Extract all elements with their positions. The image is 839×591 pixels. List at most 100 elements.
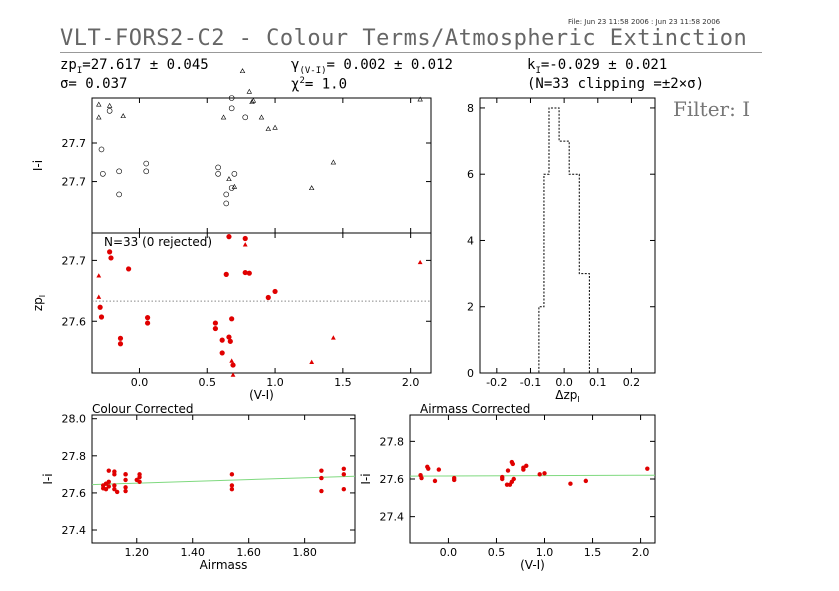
colour-dot-point (505, 468, 511, 473)
hist-xtick-label: 0.1 (589, 376, 607, 389)
hist-xlabel: ΔzpI (555, 388, 579, 404)
top-triangle-point (308, 185, 315, 191)
airmass-dot-point (341, 487, 347, 492)
airmass-fit-line (91, 475, 356, 486)
top-circle-point (106, 108, 113, 114)
airmass-dot-point (123, 485, 128, 490)
top-triangle-point (239, 68, 246, 74)
hist-ytick-label: 2 (467, 301, 474, 314)
airmass-dot-point (319, 468, 324, 473)
main-dot-point (272, 288, 278, 295)
top-triangle-point (330, 159, 337, 165)
colour-frame (409, 414, 656, 544)
main-dot-point (229, 316, 235, 322)
clipping-readout: (N=33 clipping =±2×σ) (527, 76, 705, 92)
airmass-dot-point (106, 468, 111, 473)
gamma-symbol: γ (291, 57, 300, 73)
airmass-dot-point (106, 484, 111, 489)
top-triangle-point (226, 176, 232, 182)
main-annotation: N=33 (0 rejected) (104, 235, 212, 249)
colour-dot-point (436, 467, 442, 472)
hist-ytick-label: 8 (467, 102, 474, 115)
main-triangle-point (242, 242, 248, 247)
airmass-dot-point (319, 475, 324, 481)
top-circle-point (98, 146, 105, 153)
main-dot-point (219, 337, 225, 343)
main-xtick-label: 0.5 (199, 376, 217, 389)
main-xtick-label: 1.5 (334, 376, 352, 389)
main-dot-point (265, 294, 271, 301)
k-sub: I (535, 65, 541, 76)
airmass-dot-point (137, 479, 142, 484)
airmass-dot-point (137, 472, 142, 477)
airmass-xlabel: Airmass (200, 558, 248, 572)
chi-value: = 1.0 (304, 76, 348, 93)
k-readout: kI=-0.029 ± 0.021 (527, 57, 667, 76)
file-info: File: Jun 23 11:58 2006 : Jun 23 11:58 2… (568, 18, 721, 26)
colour-xtick-label: 1.0 (536, 546, 554, 559)
airmass-xtick-label: 1.40 (180, 546, 205, 559)
airmass-dot-point (112, 483, 117, 488)
airmass-dot-point (341, 466, 347, 471)
airmass-ytick-label: 27.8 (62, 450, 87, 463)
main-dot-point (242, 235, 248, 242)
sigma-readout: σ= 0.037 (60, 76, 128, 92)
title-rule (60, 52, 762, 53)
top-circle-point (228, 95, 235, 101)
main-dot-point (126, 266, 132, 272)
main-ytick-label: 27.7 (62, 254, 87, 267)
k-symbol: k (527, 57, 536, 73)
hist-xtick-label: 0.2 (623, 376, 641, 389)
airmass-dot-point (103, 487, 109, 492)
colour-ytick-label: 27.4 (380, 511, 405, 524)
colour-xtick-label: 2.0 (632, 546, 650, 559)
hist-xtick-label: -0.1 (520, 376, 541, 389)
colour-dot-point (537, 472, 542, 477)
main-dot-point (230, 362, 236, 368)
top-circle-point (223, 191, 230, 198)
hist-xtick-label: -0.2 (486, 376, 507, 389)
gamma-value: = 0.002 ± 0.012 (326, 57, 453, 73)
main-dot-point (223, 271, 229, 277)
chi-readout: χ2= 1.0 (291, 76, 347, 93)
main-dot-point (97, 304, 103, 310)
page-title: VLT-FORS2-C2 - Colour Terms/Atmospheric … (60, 26, 748, 51)
airmass-xtick-label: 1.20 (125, 546, 150, 559)
colour-fit-line (409, 474, 656, 477)
main-triangle-point (96, 273, 102, 278)
zp-symbol: zp (60, 57, 77, 73)
hist-xlabel-sub: I (577, 395, 579, 404)
hist-ytick-label: 6 (467, 168, 474, 181)
main-dot-point (226, 334, 232, 340)
gamma-sub: (V-I) (299, 65, 327, 76)
colour-xtick-label: 0.5 (488, 546, 506, 559)
top-ytick-label: 27.7 (62, 137, 87, 150)
main-triangle-point (96, 294, 102, 299)
main-xtick-label: 2.0 (402, 376, 420, 389)
top-triangle-point (265, 126, 271, 131)
main-dot-point (144, 315, 151, 321)
colour-dot-point (568, 481, 573, 486)
airmass-dot-point (319, 488, 324, 494)
colour-xtick-label: 0.0 (440, 546, 458, 559)
airmass-dot-point (112, 469, 117, 474)
main-dot-point (117, 341, 124, 347)
top-circle-point (242, 114, 249, 121)
hist-frame (479, 97, 656, 374)
top-frame (91, 97, 432, 234)
top-circle-point (215, 164, 221, 171)
main-dot-point (246, 270, 252, 276)
main-triangle-point (230, 372, 236, 377)
top-circle-point (100, 171, 106, 177)
main-dot-point (212, 325, 218, 332)
top-triangle-point (258, 114, 265, 120)
top-circle-point (143, 160, 150, 167)
airmass-xtick-label: 1.60 (236, 546, 261, 559)
top-triangle-point (220, 114, 227, 120)
top-triangle-point (249, 99, 255, 104)
airmass-ylabel: I-i (41, 473, 55, 484)
gamma-readout: γ(V-I)= 0.002 ± 0.012 (291, 57, 453, 76)
hist-xtick-label: 0.0 (555, 376, 573, 389)
airmass-dot-point (106, 479, 111, 484)
